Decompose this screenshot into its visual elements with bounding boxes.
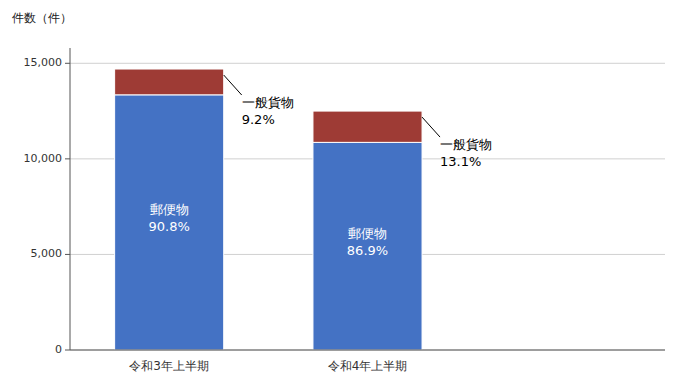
annotation-name: 一般貨物	[242, 95, 294, 110]
y-tick	[65, 158, 70, 159]
x-tick-label: 令和4年上半期	[328, 359, 408, 373]
y-tick	[65, 350, 70, 351]
y-tick-label: 5,000	[31, 247, 63, 260]
y-tick-label: 10,000	[24, 152, 63, 165]
y-axis-label: 件数（件）	[12, 11, 72, 25]
axes: 令和3年上半期 令和4年上半期	[70, 48, 665, 373]
bar-label-name: 郵便物	[150, 202, 189, 217]
bar-segment	[115, 95, 224, 350]
chart-svg: 0 5,000 10,000 15,000 令和3年上半期 令和4年上半期 件数（件） 郵便物…	[0, 0, 685, 390]
grid: 0 5,000 10,000 15,000	[24, 56, 666, 356]
annotation: 一般貨物 9.2%	[242, 95, 294, 127]
annotation-line	[224, 75, 242, 95]
grid-line	[70, 350, 665, 351]
bar-label-share: 86.9%	[347, 243, 388, 258]
annotation-line	[422, 117, 440, 137]
x-tick-label: 令和3年上半期	[129, 359, 209, 373]
grid-line	[70, 63, 665, 64]
bar-label: 郵便物 86.9%	[347, 226, 388, 258]
y-tick	[65, 63, 70, 64]
annotation-share: 9.2%	[242, 112, 275, 127]
x-axis-line	[70, 350, 665, 351]
annotation-share: 13.1%	[440, 154, 481, 169]
bar-label-name: 郵便物	[348, 226, 387, 241]
y-tick	[65, 254, 70, 255]
bar-segment	[313, 111, 422, 142]
annotation-name: 一般貨物	[440, 137, 492, 152]
bar-label: 郵便物 90.8%	[149, 202, 190, 234]
y-axis-line	[70, 48, 71, 350]
annotation: 一般貨物 13.1%	[440, 137, 492, 169]
y-tick-label: 0	[55, 343, 62, 356]
y-tick-label: 15,000	[24, 56, 63, 69]
bars	[115, 69, 422, 350]
labels: 郵便物 90.8% 郵便物 86.9% 一般貨物 9.2% 一般貨物 13.1%	[149, 75, 493, 258]
chart-container: 0 5,000 10,000 15,000 令和3年上半期 令和4年上半期 件数（件） 郵便物…	[0, 0, 685, 390]
bar-segment	[313, 142, 422, 350]
bar-segment	[115, 69, 224, 95]
bar-label-share: 90.8%	[149, 219, 190, 234]
